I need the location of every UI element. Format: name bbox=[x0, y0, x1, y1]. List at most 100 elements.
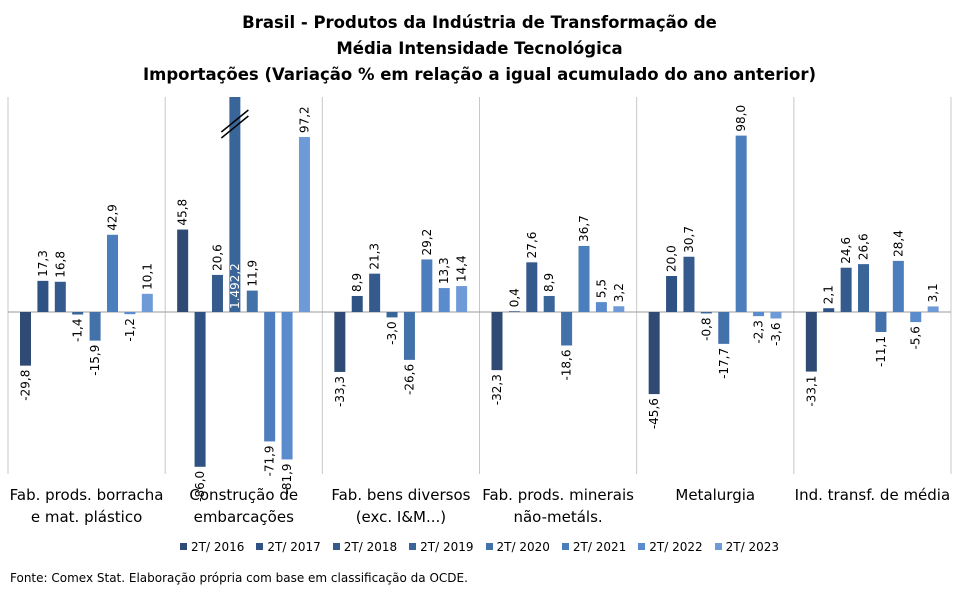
data-label: 36,7 bbox=[577, 215, 591, 242]
axis-break-mark bbox=[220, 109, 249, 133]
data-label: 26,6 bbox=[857, 233, 871, 260]
category-label: Metalurgia bbox=[675, 486, 755, 504]
bar bbox=[386, 312, 398, 318]
data-label: -17,7 bbox=[717, 348, 731, 379]
bar bbox=[595, 302, 607, 312]
category-label: (exc. I&M...) bbox=[356, 508, 446, 526]
data-label: 1.492,2 bbox=[228, 263, 242, 309]
data-label: 42,9 bbox=[106, 204, 120, 231]
data-label: 5,5 bbox=[594, 279, 608, 298]
legend-swatch bbox=[561, 543, 569, 550]
bar bbox=[264, 312, 276, 442]
data-label: -11,1 bbox=[874, 336, 888, 367]
legend-item: 2T/ 2018 bbox=[332, 540, 398, 554]
legend-item: 2T/ 2019 bbox=[409, 540, 474, 554]
bar bbox=[229, 97, 241, 312]
data-label: -45,6 bbox=[647, 398, 661, 429]
data-label: 17,3 bbox=[36, 250, 50, 277]
data-label: 20,6 bbox=[210, 244, 224, 271]
data-label: -1,4 bbox=[71, 319, 85, 342]
category-label: Fab. bens diversos bbox=[331, 486, 470, 504]
data-label: 13,3 bbox=[437, 257, 451, 284]
bar bbox=[526, 262, 538, 312]
bar bbox=[351, 295, 363, 312]
bar bbox=[37, 280, 49, 312]
data-label: 24,6 bbox=[839, 237, 853, 264]
bar bbox=[875, 312, 887, 332]
legend-item: 2T/ 2020 bbox=[485, 540, 550, 554]
legend-label: 2T/ 2018 bbox=[343, 540, 398, 554]
bar bbox=[246, 290, 258, 312]
data-label: 0,4 bbox=[507, 288, 521, 307]
bar bbox=[508, 311, 520, 312]
data-label: -32,3 bbox=[490, 374, 504, 405]
legend-item: 2T/ 2016 bbox=[180, 540, 244, 554]
bar bbox=[369, 273, 381, 312]
bar bbox=[107, 234, 118, 312]
bar bbox=[823, 308, 835, 312]
bar bbox=[648, 312, 660, 395]
legend-label: 2T/ 2023 bbox=[725, 540, 779, 554]
legend-swatch bbox=[485, 543, 493, 550]
bar bbox=[666, 276, 678, 312]
data-label: -0,8 bbox=[699, 317, 713, 340]
data-label: -3,6 bbox=[769, 322, 783, 345]
bar bbox=[456, 286, 468, 312]
bar bbox=[805, 312, 817, 372]
source-note: Fonte: Comex Stat. Elaboração própria co… bbox=[10, 571, 468, 585]
legend-label: 2T/ 2016 bbox=[191, 540, 245, 554]
category-label: e mat. plástico bbox=[31, 508, 142, 526]
legend-swatch bbox=[714, 543, 722, 550]
category-label: embarcações bbox=[194, 508, 294, 526]
chart-legend: 2T/ 2016 2T/ 2017 2T/ 2018 2T/ 2019 2T/ 2020… bbox=[0, 540, 959, 554]
bar bbox=[910, 312, 922, 323]
data-label: -71,9 bbox=[263, 445, 277, 476]
data-label: 27,6 bbox=[525, 232, 539, 259]
data-label: 2,1 bbox=[822, 285, 836, 304]
data-label: 28,4 bbox=[891, 230, 905, 257]
bar bbox=[840, 267, 852, 312]
data-label: -18,6 bbox=[560, 349, 574, 380]
legend-label: 2T/ 2017 bbox=[267, 540, 321, 554]
legend-item: 2T/ 2021 bbox=[561, 540, 626, 554]
bar bbox=[141, 293, 153, 312]
data-label: -2,3 bbox=[752, 320, 766, 343]
chart-title-line-1: Brasil - Produtos da Indústria de Transf… bbox=[242, 13, 717, 32]
data-label: -5,6 bbox=[909, 326, 923, 349]
data-label: 21,3 bbox=[368, 243, 382, 270]
data-label: -81,9 bbox=[280, 463, 294, 494]
chart-title: Brasil - Produtos da Indústria de Transf… bbox=[0, 10, 959, 88]
bar bbox=[491, 312, 503, 371]
bar bbox=[858, 264, 870, 312]
legend-label: 2T/ 2019 bbox=[420, 540, 474, 554]
data-label: -29,8 bbox=[19, 370, 33, 401]
bar bbox=[211, 274, 223, 312]
bar bbox=[735, 135, 747, 312]
bar bbox=[194, 312, 206, 467]
data-label: -15,9 bbox=[88, 345, 102, 376]
legend-item: 2T/ 2017 bbox=[256, 540, 321, 554]
legend-swatch bbox=[409, 543, 417, 550]
data-label: -26,6 bbox=[402, 364, 416, 395]
data-label: 3,1 bbox=[926, 283, 940, 302]
bar bbox=[683, 256, 695, 312]
chart-title-line-3: Importações (Variação % em relação a igu… bbox=[142, 65, 817, 84]
bar bbox=[927, 306, 939, 312]
bar bbox=[298, 137, 310, 312]
bar bbox=[718, 312, 730, 344]
bar bbox=[177, 229, 189, 312]
legend-swatch bbox=[256, 543, 264, 550]
data-label: 3,2 bbox=[612, 283, 626, 302]
data-label: -33,1 bbox=[804, 376, 818, 407]
data-label: 45,8 bbox=[176, 199, 190, 226]
data-label: 14,4 bbox=[455, 255, 469, 282]
category-label: Fab. prods. borracha bbox=[10, 486, 164, 504]
bar bbox=[281, 312, 293, 460]
data-label: -1,2 bbox=[123, 318, 137, 341]
data-label: 16,8 bbox=[53, 251, 67, 278]
bar bbox=[20, 312, 31, 366]
data-label: 98,0 bbox=[734, 105, 748, 132]
bar bbox=[753, 312, 765, 317]
data-label: 10,1 bbox=[140, 263, 154, 290]
